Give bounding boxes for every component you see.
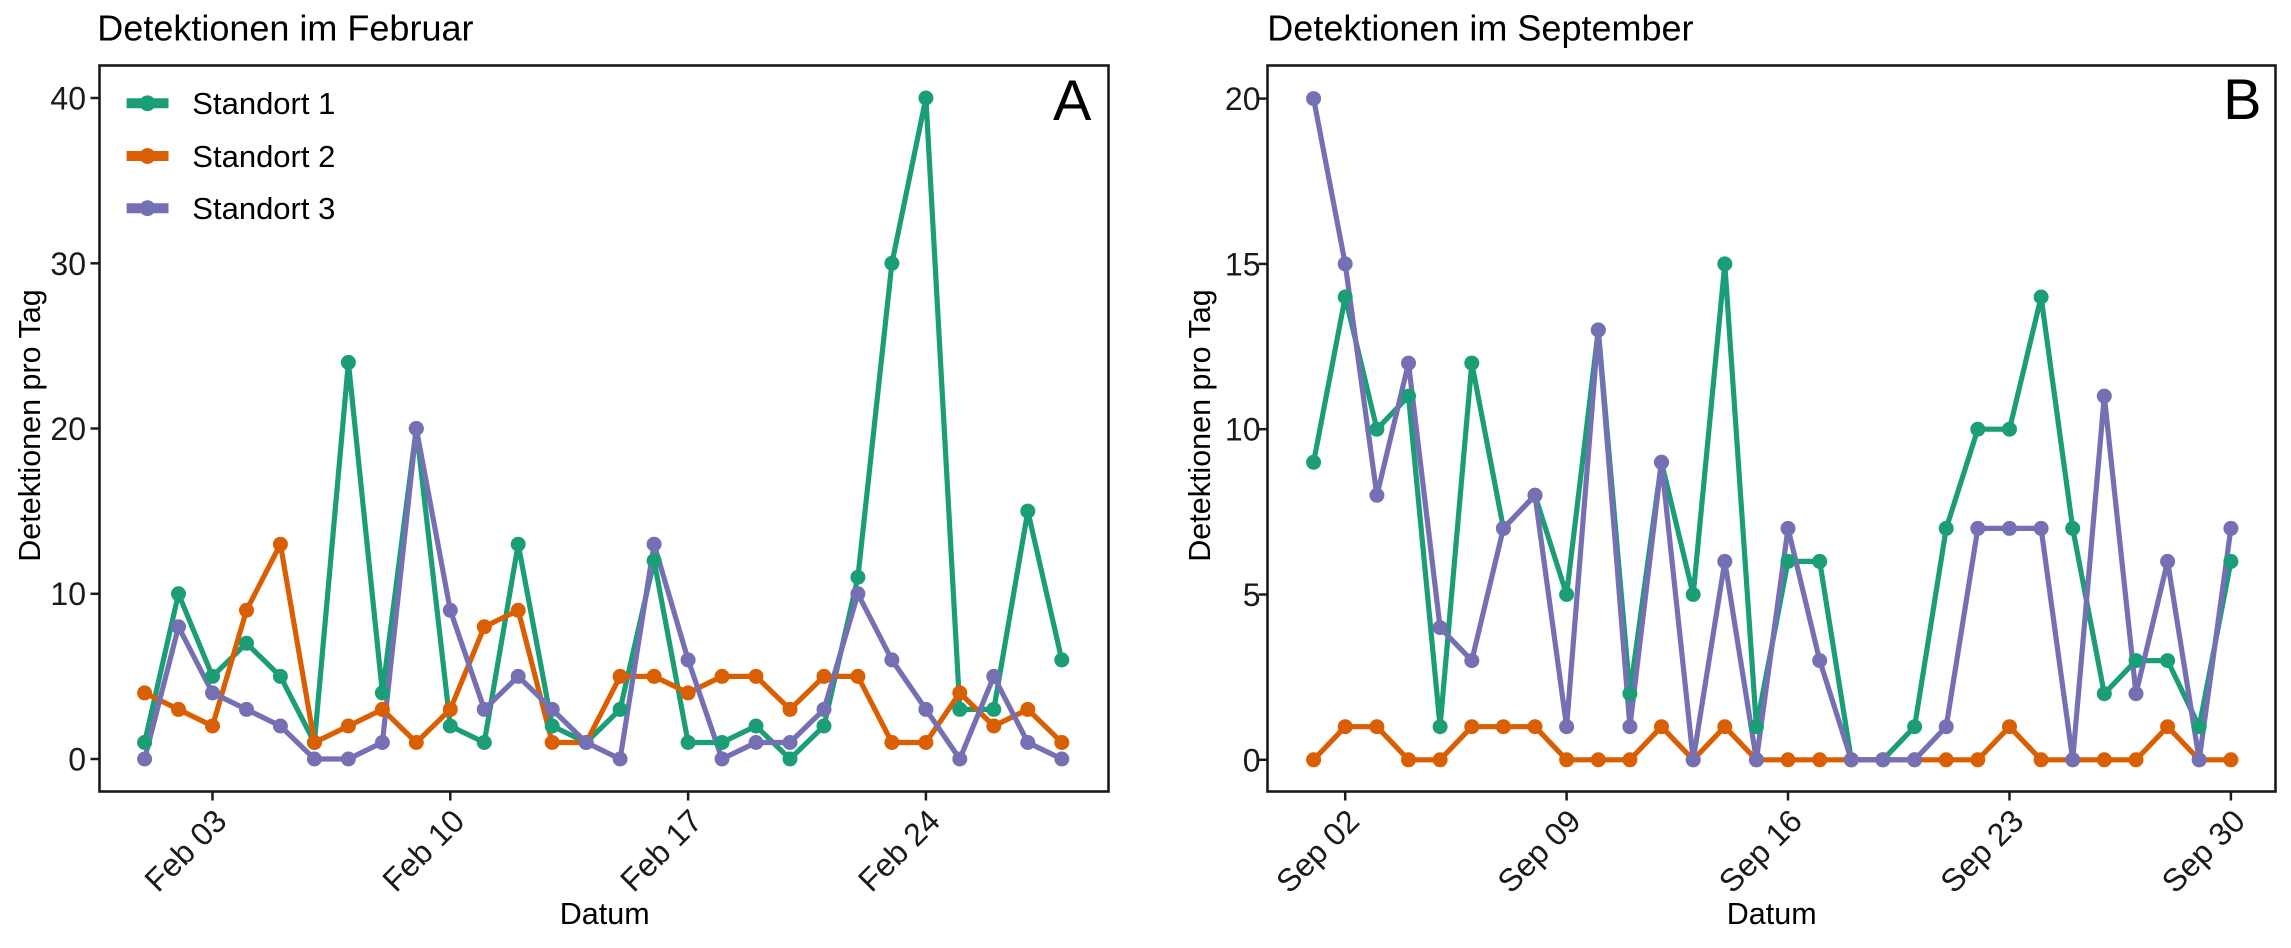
svg-text:Detektionen pro Tag: Detektionen pro Tag xyxy=(1183,289,1217,561)
svg-text:5: 5 xyxy=(1243,577,1261,613)
svg-text:20: 20 xyxy=(1225,81,1261,117)
svg-text:B: B xyxy=(2223,68,2261,132)
svg-text:10: 10 xyxy=(1225,412,1261,448)
svg-text:Detektionen im September: Detektionen im September xyxy=(1267,8,1693,49)
svg-text:Detektionen im Februar: Detektionen im Februar xyxy=(97,8,473,49)
svg-text:Standort 3: Standort 3 xyxy=(192,191,335,226)
svg-text:Standort 1: Standort 1 xyxy=(192,86,335,121)
svg-text:Datum: Datum xyxy=(560,897,650,931)
svg-text:20: 20 xyxy=(50,411,86,447)
svg-text:15: 15 xyxy=(1225,246,1261,282)
svg-text:Detektionen pro Tag: Detektionen pro Tag xyxy=(13,289,47,561)
svg-text:0: 0 xyxy=(68,742,86,778)
svg-text:Standort 2: Standort 2 xyxy=(192,139,335,174)
svg-text:40: 40 xyxy=(50,81,86,117)
svg-text:10: 10 xyxy=(50,576,86,612)
svg-text:0: 0 xyxy=(1243,742,1261,778)
svg-text:30: 30 xyxy=(50,246,86,282)
svg-text:Datum: Datum xyxy=(1727,897,1817,931)
svg-text:A: A xyxy=(1053,69,1092,133)
